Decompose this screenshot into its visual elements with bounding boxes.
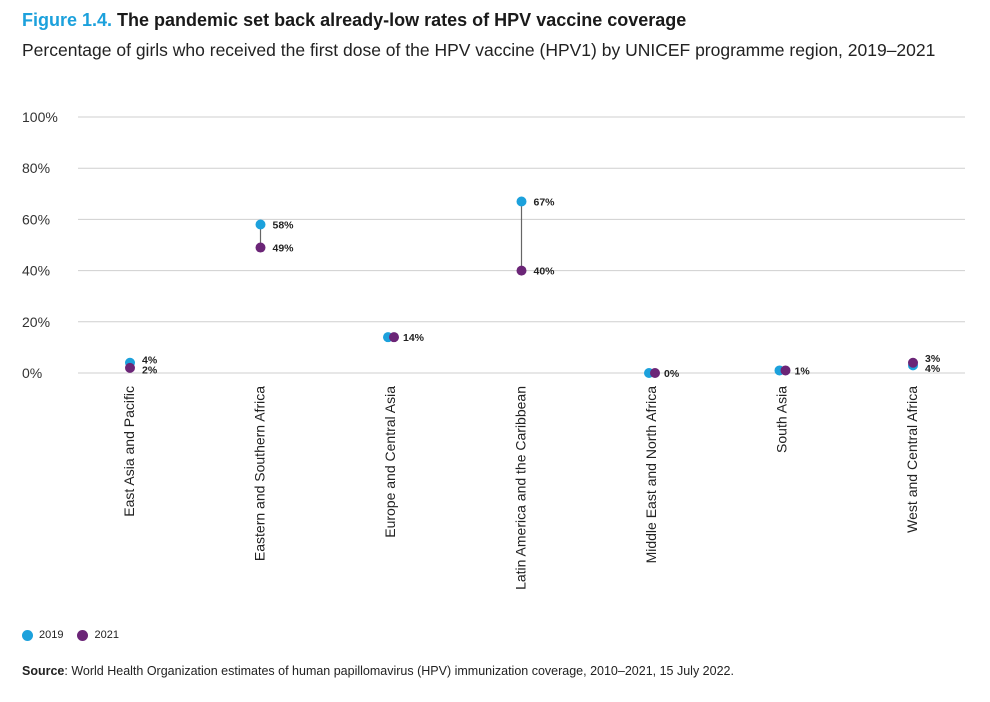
y-tick-label: 0% [22, 365, 42, 381]
point-2021 [255, 242, 266, 253]
point-2021 [780, 365, 791, 376]
category-label: Middle East and North Africa [643, 386, 659, 564]
category-label: Eastern and Southern Africa [252, 386, 268, 561]
legend-marker-2019 [22, 629, 33, 641]
legend-item-2021: 2021 [77, 629, 119, 641]
legend-item-2019: 2019 [22, 629, 63, 641]
data-label-2019: 58% [273, 220, 295, 232]
point-2021 [389, 332, 399, 343]
source-note: Source: World Health Organization estima… [22, 664, 734, 678]
figure-subtitle: Percentage of girls who received the fir… [22, 40, 936, 60]
data-label-2021: 49% [273, 243, 295, 255]
y-tick-label: 80% [22, 160, 50, 176]
data-label: 1% [795, 365, 811, 377]
data-label-2019: 67% [534, 196, 556, 208]
y-tick-label: 60% [22, 211, 50, 227]
data-label-2021: 3% [925, 353, 941, 365]
point-2021 [908, 357, 918, 368]
category-label: East Asia and Pacific [121, 386, 137, 517]
category-label: Europe and Central Asia [382, 386, 398, 538]
legend: 2019 2021 [22, 629, 133, 641]
legend-label-2019: 2019 [39, 629, 64, 641]
source-label: Source [22, 664, 65, 678]
data-label: 14% [403, 332, 425, 344]
point-2021 [650, 368, 660, 378]
dumbbell-chart: 0%20%40%60%80%100%4%2%East Asia and Paci… [22, 109, 965, 590]
y-tick-label: 40% [22, 263, 50, 279]
figure-heading: The pandemic set back already-low rates … [117, 10, 687, 30]
source-text: : World Health Organization estimates of… [64, 664, 734, 678]
data-label: 0% [664, 368, 680, 380]
figure-title: Figure 1.4. The pandemic set back alread… [22, 10, 686, 31]
data-label-2019: 4% [925, 363, 941, 375]
data-label-2021: 40% [534, 266, 556, 278]
data-label-2019: 4% [142, 354, 158, 366]
y-tick-label: 20% [22, 314, 50, 330]
figure-number: Figure 1.4. [22, 10, 113, 30]
point-2019 [255, 219, 266, 230]
legend-label-2021: 2021 [94, 629, 119, 641]
point-2021 [125, 362, 135, 373]
point-2019 [516, 196, 527, 207]
y-tick-label: 100% [22, 109, 58, 125]
category-label: South Asia [774, 386, 790, 453]
category-label: West and Central Africa [904, 386, 920, 533]
category-label: Latin America and the Caribbean [513, 386, 529, 590]
legend-marker-2021 [77, 629, 89, 641]
data-label-2021: 2% [142, 364, 158, 376]
point-2021 [516, 265, 527, 276]
